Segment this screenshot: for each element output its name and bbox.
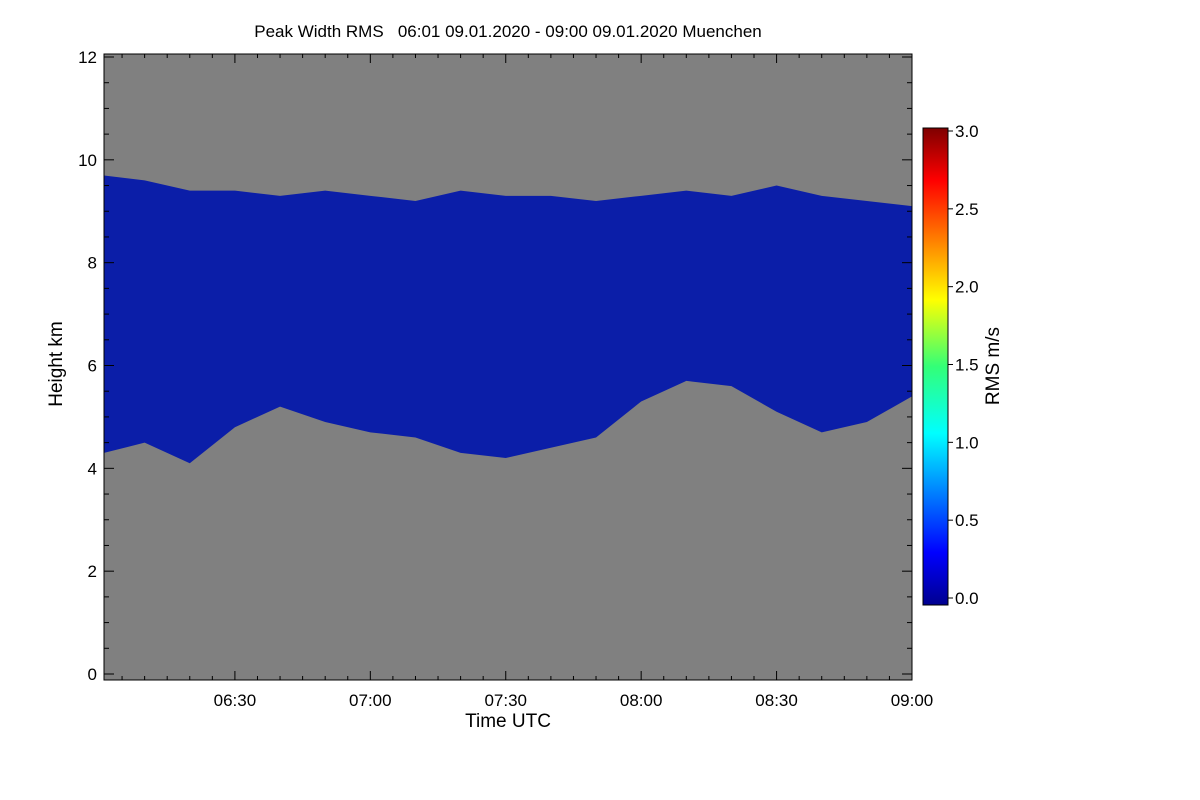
colorbar-tick-label: 3.0 [955,122,979,141]
x-tick-label: 07:00 [349,691,392,710]
data-layer [104,175,912,464]
y-tick-label: 4 [88,459,97,478]
colorbar-tick-label: 2.5 [955,200,979,219]
colorbar-tick-label: 2.0 [955,278,979,297]
y-axis: 0 2 4 6 8 10 12 [78,48,912,684]
y-tick-label: 6 [88,357,97,376]
y-tick-label: 10 [78,151,97,170]
x-tick-label: 07:30 [484,691,527,710]
cloud-layer [104,175,912,464]
x-tick-label: 06:30 [214,691,257,710]
colorbar-tick-label: 0.0 [955,589,979,608]
colorbar-tick-label: 1.5 [955,356,979,375]
chart-title: Peak Width RMS 06:01 09.01.2020 - 09:00 … [254,22,762,41]
x-axis-label: Time UTC [465,711,551,732]
colorbar-label: RMS m/s [983,327,1004,405]
y-tick-label: 12 [78,48,97,67]
x-tick-label: 09:00 [891,691,934,710]
y-tick-label: 8 [88,254,97,273]
colorbar-ticks: 0.0 0.5 1.0 1.5 2.0 2.5 3.0 [948,122,979,608]
y-axis-label: Height km [46,321,67,407]
plot-frame [103,53,913,681]
x-tick-label: 08:30 [755,691,798,710]
x-axis: 06:30 07:00 07:30 08:00 08:30 09:00 [121,54,934,710]
colorbar-tick-label: 0.5 [955,511,979,530]
y-tick-label: 2 [88,562,97,581]
y-tick-label: 0 [88,665,97,684]
colorbar [922,127,949,606]
x-tick-label: 08:00 [620,691,663,710]
colorbar-tick-label: 1.0 [955,433,979,452]
